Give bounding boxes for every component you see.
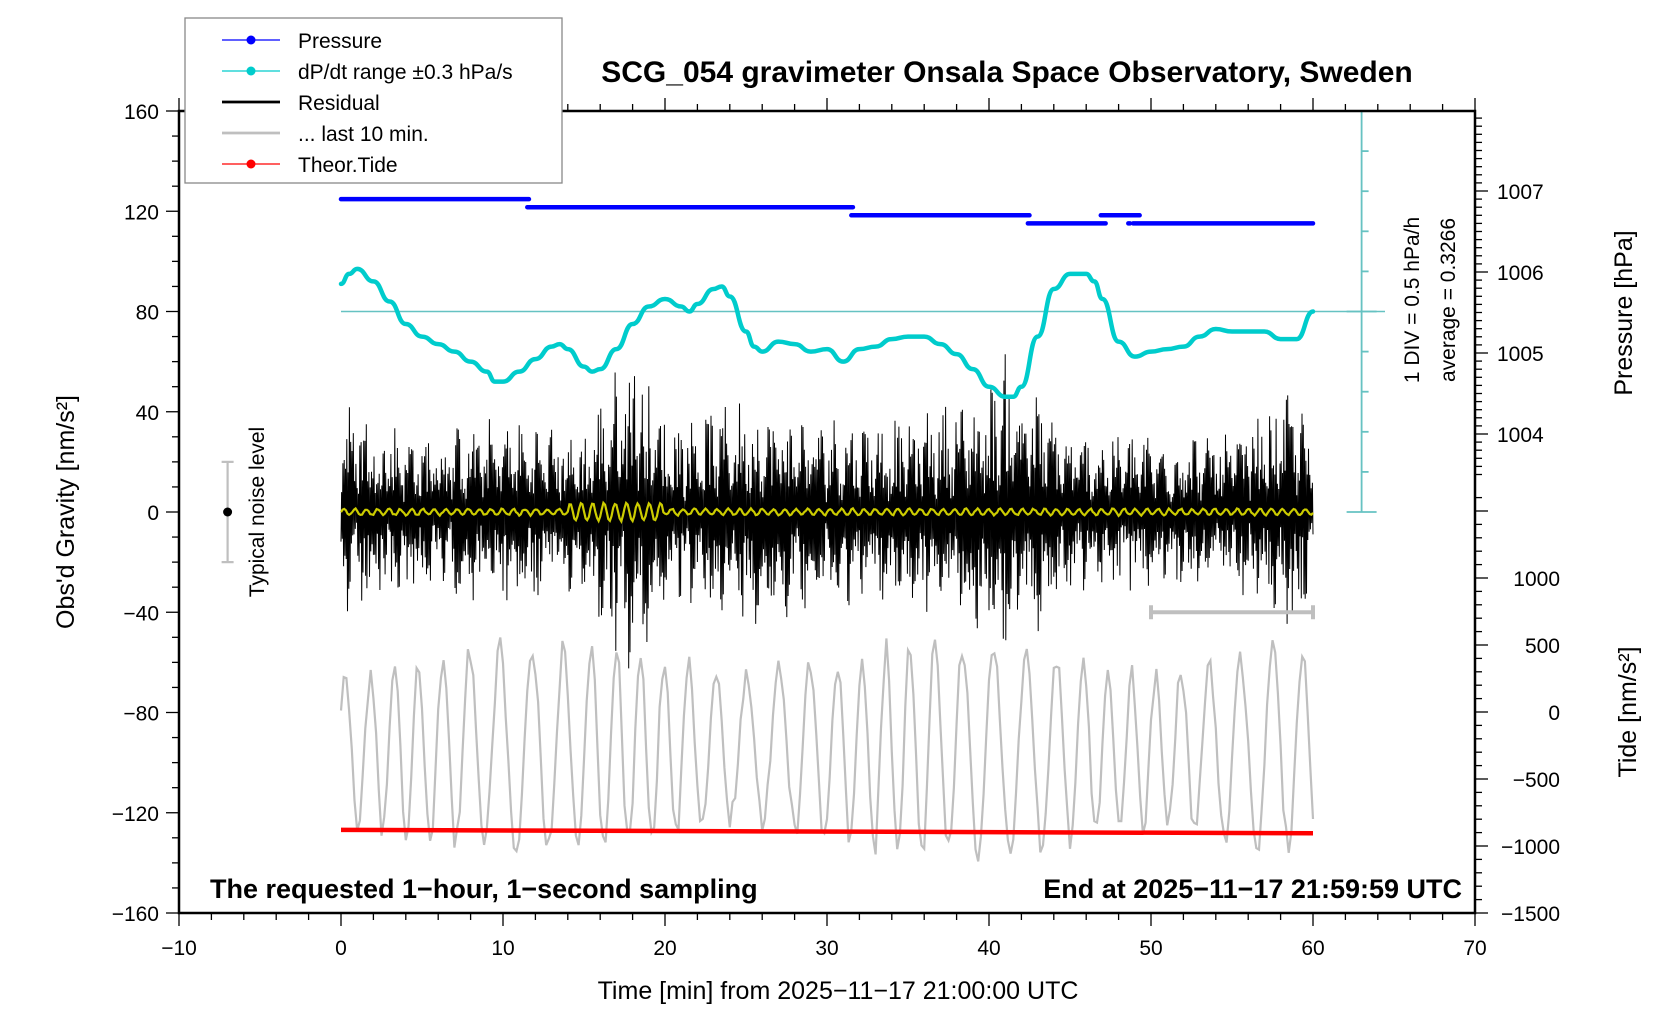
legend-label: ... last 10 min. (298, 123, 429, 146)
x-tick-label: 70 (1463, 937, 1486, 960)
y-axis-title-tide: Tide [nm/s²] (1614, 646, 1642, 777)
x-axis-title: Time [min] from 2025−11−17 21:00:00 UTC (598, 977, 1079, 1005)
tide-tick-label: 0 (1548, 702, 1560, 725)
y-axis-title-pressure: Pressure [hPa] (1610, 230, 1638, 395)
legend-box (184, 17, 563, 184)
legend-label: dP/dt range ±0.3 hPa/s (298, 61, 513, 84)
x-tick-label: 50 (1139, 937, 1162, 960)
chart-title: SCG_054 gravimeter Onsala Space Observat… (601, 56, 1413, 89)
y-tick-label: 160 (124, 101, 159, 124)
y-tick-label: 0 (147, 502, 159, 525)
tide-tick-label: −500 (1513, 769, 1560, 792)
y-axis-title-left: Obs'd Gravity [nm/s²] (52, 395, 80, 629)
dpdt-line (338, 266, 1316, 399)
pressure-tick-label: 1005 (1497, 343, 1544, 366)
axes: −10 0 10 20 30 40 50 60 70 −160 −120 −80 −40 0 40 80 120… (112, 98, 1560, 960)
theor-tide-line (340, 827, 1314, 836)
last-10-min-line (339, 637, 1315, 862)
tide-tick-label: 1000 (1513, 568, 1560, 591)
plot-marks (221, 110, 1385, 862)
tide-tick-label: −1500 (1501, 903, 1560, 926)
x-tick-label: 40 (977, 937, 1000, 960)
y-tick-label: 40 (136, 402, 159, 425)
legend-label: Pressure (298, 30, 382, 53)
legend-marker (246, 35, 256, 45)
average-label: average = 0.3266 (1437, 218, 1460, 382)
residual-line (340, 354, 1314, 669)
pressure-tick-label: 1006 (1497, 262, 1544, 285)
y-tick-label: −40 (123, 602, 159, 625)
x-tick-label: 10 (491, 937, 514, 960)
legend-label: Residual (298, 92, 380, 115)
y-tick-label: 80 (136, 302, 159, 325)
residual-smoothed-line (340, 500, 1314, 525)
x-tick-label: 0 (335, 937, 347, 960)
y-tick-label: −160 (112, 903, 159, 926)
x-tick-label: 20 (653, 937, 676, 960)
annotation-end-time: End at 2025−11−17 21:59:59 UTC (1043, 874, 1462, 904)
tide-tick-label: 500 (1525, 635, 1560, 658)
scale-label: 1 DIV = 0.5 hPa/h (1401, 217, 1424, 383)
pressure-tick-label: 1007 (1497, 181, 1544, 204)
legend-label: Theor.Tide (298, 154, 398, 177)
noise-dot (223, 507, 233, 517)
y-tick-label: 120 (124, 201, 159, 224)
tide-tick-label: −1000 (1501, 836, 1560, 859)
y-tick-label: −80 (123, 703, 159, 726)
x-tick-label: 60 (1301, 937, 1324, 960)
annotation-sampling: The requested 1−hour, 1−second sampling (210, 874, 758, 904)
legend-marker (246, 66, 256, 76)
x-tick-label: −10 (161, 937, 197, 960)
pressure-tick-label: 1004 (1497, 424, 1544, 447)
legend: Pressure dP/dt range ±0.3 hPa/s Residual..… (184, 17, 563, 184)
x-tick-label: 30 (815, 937, 838, 960)
noise-label: Typical noise level (246, 427, 269, 597)
y-tick-label: −120 (112, 803, 159, 826)
legend-marker (246, 159, 256, 169)
